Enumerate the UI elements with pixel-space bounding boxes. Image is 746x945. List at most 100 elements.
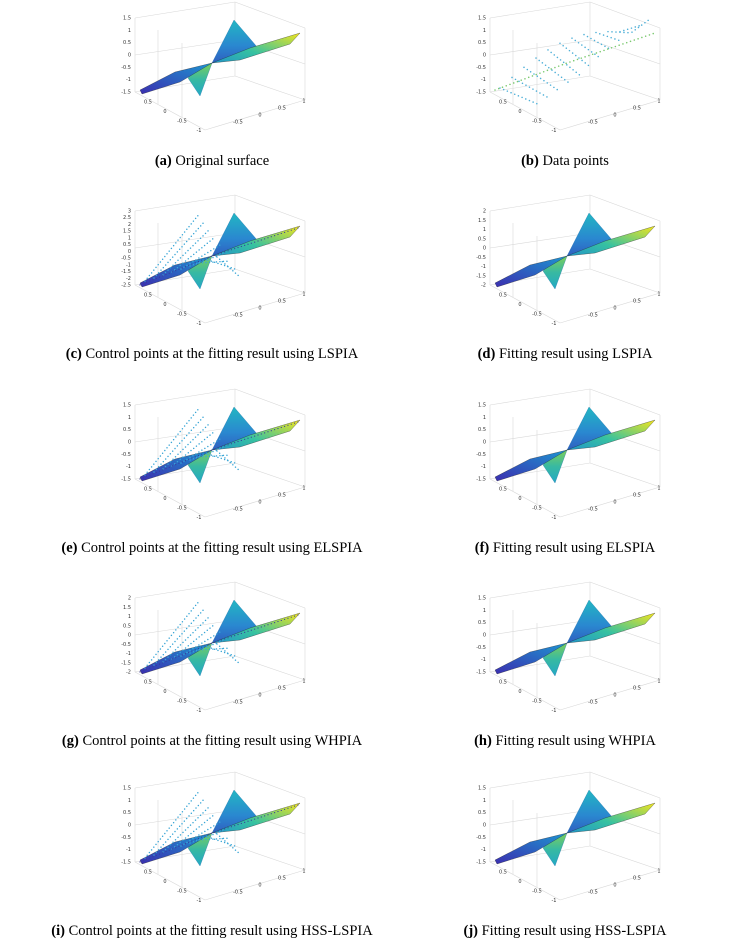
- caption: (e) Control points at the fitting result…: [61, 540, 363, 556]
- control-points: [171, 623, 216, 660]
- caption: (c) Control points at the fitting result…: [66, 346, 359, 362]
- y-tick-label: 1: [657, 679, 660, 685]
- data-points: [511, 76, 551, 100]
- x-tick-label: -0.5: [177, 506, 187, 512]
- z-tick-label: 0.5: [478, 427, 486, 433]
- control-points: [207, 836, 236, 847]
- panel: 1.5 1 0.5 0 -0.5 -1 -1.5 0.5 0 -0.5 -1 -0.5 0 0.5 1: [476, 771, 661, 904]
- x-tick-label: -1: [552, 321, 557, 327]
- y-tick-label: 0.5: [633, 106, 641, 112]
- axis-line: [234, 771, 306, 799]
- control-points: [171, 813, 216, 850]
- caption-label: (j): [463, 923, 478, 939]
- control-points: [189, 446, 226, 461]
- z-tick-label: 0.5: [478, 620, 486, 626]
- surface-strip: [139, 32, 301, 95]
- z-tick-label: 0.5: [478, 40, 486, 46]
- x-tick-label: 0: [518, 302, 521, 308]
- x-tick-label: 0: [163, 496, 166, 502]
- panel: 32.521.510.50-0.5-1-1.5-2-2.50.50-0.5-1-…: [121, 194, 306, 327]
- z-tick-label: -0.5: [121, 835, 131, 841]
- caption-label: (d): [478, 346, 496, 362]
- surface-plot: 32.521.510.50-0.5-1-1.5-2-2.50.50-0.5-1-…: [121, 194, 306, 327]
- z-tick-label: 1.5: [123, 403, 131, 409]
- control-points: [180, 438, 221, 464]
- surface-strip: [139, 612, 301, 675]
- surface-plot: 1.5 1 0.5 0 -0.5 -1 -1.5 0.5 0 -0.5 -1 -0.5 0 0.5 1: [121, 1, 306, 134]
- z-tick-label: -1: [481, 847, 486, 853]
- axis-line: [559, 292, 661, 324]
- x-tick-label: -1: [197, 515, 202, 521]
- axis-line: [489, 426, 591, 443]
- control-points: [180, 631, 221, 657]
- z-tick-label: 0: [483, 246, 486, 252]
- control-points: [144, 789, 201, 859]
- x-tick-label: -1: [197, 708, 202, 714]
- x-tick-label: 0: [163, 689, 166, 695]
- axis-line: [134, 232, 236, 249]
- x-tick-label: -0.5: [177, 119, 187, 125]
- caption-label: (a): [155, 153, 172, 169]
- caption: (f) Fitting result using ELSPIA: [475, 540, 656, 556]
- z-tick-label: 0.5: [478, 236, 486, 242]
- axis-line: [134, 809, 236, 826]
- axis-line: [559, 679, 661, 711]
- y-tick-label: 1: [302, 486, 305, 492]
- z-tick-label: -1.5: [476, 90, 486, 96]
- y-tick-label: -0.5: [233, 313, 243, 319]
- surface-strip: [139, 419, 301, 482]
- y-tick-label: 0.5: [278, 299, 286, 305]
- x-tick-label: -1: [197, 128, 202, 134]
- axis-line: [559, 869, 661, 901]
- z-tick-label: 1.5: [123, 229, 131, 235]
- z-tick-label: 0.5: [123, 242, 131, 248]
- y-tick-label: 1: [302, 292, 305, 298]
- axis-line: [489, 619, 591, 636]
- z-tick-label: 1: [128, 798, 131, 804]
- y-tick-label: 1: [302, 869, 305, 875]
- panel: 1.5 1 0.5 0 -0.5 -1 -1.5 0.5 0 -0.5 -1 -0.5 0 0.5 1: [476, 581, 661, 714]
- caption-label: (g): [62, 733, 79, 749]
- control-points: [153, 607, 206, 666]
- x-tick-label: -0.5: [532, 119, 542, 125]
- z-tick-label: -0.5: [121, 65, 131, 71]
- z-tick-label: -1.5: [476, 273, 486, 279]
- z-tick-label: -2: [126, 276, 131, 282]
- z-tick-label: 1: [483, 415, 486, 421]
- surface-plot: 1.5 1 0.5 0 -0.5 -1 -1.5 0.5 0 -0.5 -1 -0.5 0 0.5 1: [476, 388, 661, 521]
- z-tick-label: -0.5: [476, 452, 486, 458]
- y-tick-label: 0.5: [633, 299, 641, 305]
- axis-line: [589, 845, 661, 871]
- z-tick-label: -1.5: [121, 860, 131, 866]
- caption-text: Fitting result using LSPIA: [499, 346, 653, 362]
- z-tick-label: 0: [128, 53, 131, 59]
- data-points: [595, 31, 621, 42]
- axis-line: [204, 486, 306, 518]
- z-tick-label: -0.5: [476, 645, 486, 651]
- y-tick-label: -0.5: [588, 120, 598, 126]
- x-tick-label: -0.5: [177, 699, 187, 705]
- axis-line: [234, 581, 306, 609]
- z-tick-label: 1: [483, 227, 486, 233]
- axis-line: [134, 861, 206, 901]
- y-tick-label: 0.5: [278, 876, 286, 882]
- z-tick-label: -0.5: [121, 452, 131, 458]
- z-tick-label: -1.5: [476, 860, 486, 866]
- axis-line: [489, 671, 561, 711]
- x-tick-label: -0.5: [177, 889, 187, 895]
- data-points: [607, 30, 631, 34]
- y-tick-label: 1: [657, 292, 660, 298]
- x-tick-label: -1: [197, 321, 202, 327]
- panel: 1.5 1 0.5 0 -0.5 -1 -1.5 0.5 0 -0.5 -1 -0.5 0 0.5 1: [476, 1, 661, 134]
- x-tick-label: -1: [552, 515, 557, 521]
- caption-text: Control points at the fitting result usi…: [69, 923, 374, 939]
- axis-line: [134, 619, 236, 636]
- y-tick-label: -0.5: [233, 507, 243, 513]
- y-tick-label: -0.5: [588, 700, 598, 706]
- control-points: [144, 599, 201, 669]
- control-points: [180, 821, 221, 847]
- z-tick-label: -0.5: [476, 835, 486, 841]
- z-tick-label: 0: [483, 53, 486, 59]
- z-tick-label: -1: [126, 77, 131, 83]
